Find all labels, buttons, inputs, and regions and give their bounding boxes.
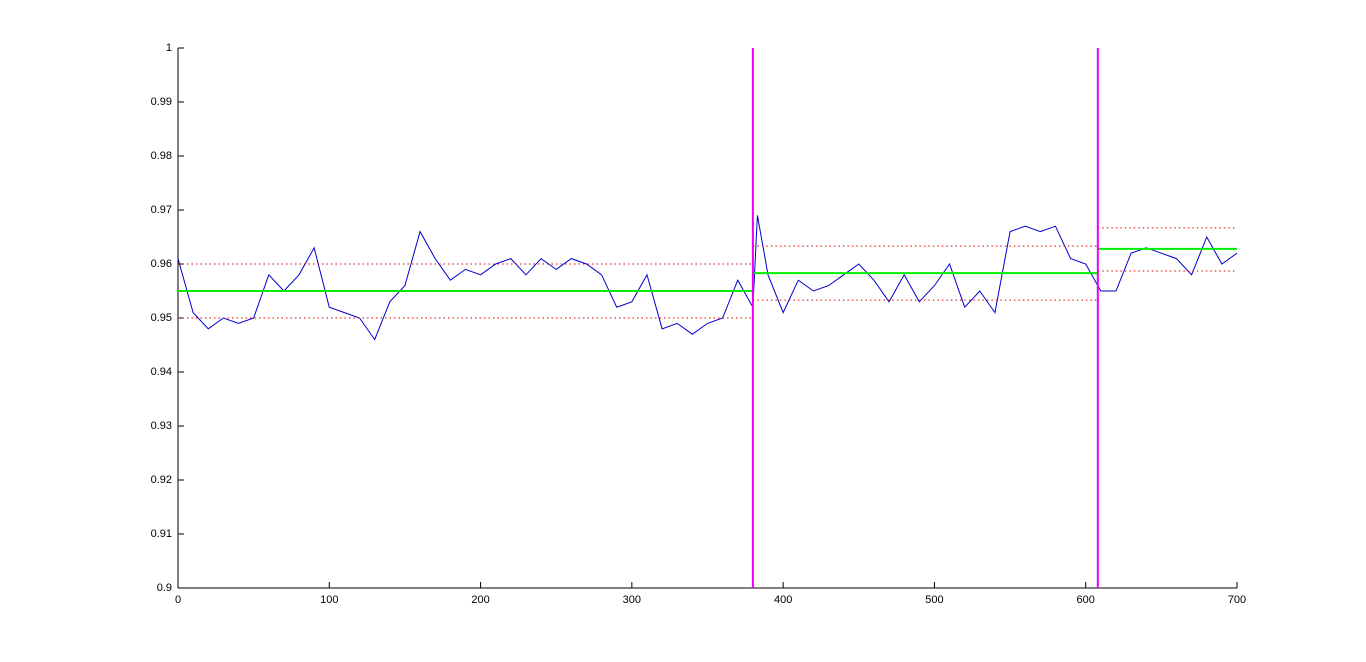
y-tick-label: 0.99 bbox=[151, 96, 172, 108]
y-tick-label: 0.94 bbox=[151, 366, 172, 378]
x-tick-label: 100 bbox=[320, 594, 338, 606]
y-tick-label: 0.92 bbox=[151, 474, 172, 486]
x-tick-label: 400 bbox=[774, 594, 792, 606]
series-line bbox=[177, 215, 1238, 341]
y-tick-label: 0.96 bbox=[151, 258, 172, 270]
y-tick-label: 0.95 bbox=[151, 312, 172, 324]
y-tick-label: 0.98 bbox=[151, 150, 172, 162]
x-tick-label: 300 bbox=[623, 594, 641, 606]
y-tick-label: 0.9 bbox=[157, 582, 172, 594]
y-tick-label: 0.97 bbox=[151, 204, 172, 216]
x-tick-label: 200 bbox=[471, 594, 489, 606]
y-tick-label: 0.93 bbox=[151, 420, 172, 432]
x-tick-label: 600 bbox=[1077, 594, 1095, 606]
x-tick-label: 0 bbox=[175, 594, 181, 606]
x-tick-label: 700 bbox=[1228, 594, 1246, 606]
y-tick-label: 1 bbox=[166, 42, 172, 54]
x-tick-label: 500 bbox=[925, 594, 943, 606]
y-tick-label: 0.91 bbox=[151, 528, 172, 540]
